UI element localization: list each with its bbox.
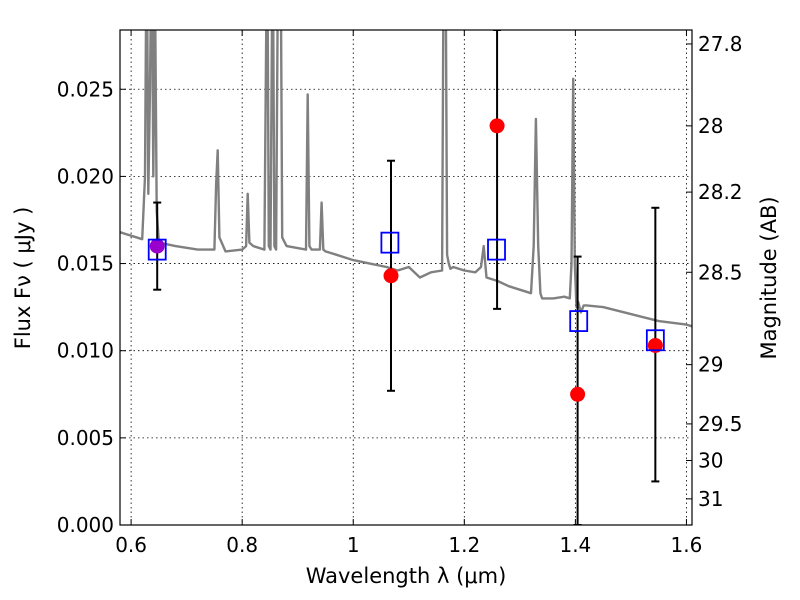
axis-ticks: [120, 30, 692, 526]
right-tick-label: 28.5: [698, 260, 743, 284]
spectrum-line: [120, 30, 692, 328]
x-tick-label: 1.4: [559, 533, 591, 557]
right-tick-label: 28.2: [698, 180, 743, 204]
x-tick-label: 0.6: [115, 533, 147, 557]
axis-tick-labels: 0.6 0.8 1 1.2 1.4 1.6 0.000 0.005 0.010 0.015 0.02…: [57, 32, 743, 557]
x-tick-label: 1: [347, 533, 360, 557]
right-tick-label: 28: [698, 114, 723, 138]
y-tick-label: 0.020: [57, 164, 114, 188]
y-tick-label: 0.005: [57, 426, 114, 450]
observed-point: [647, 337, 663, 353]
data-points: [147, 118, 665, 402]
y-tick-label: 0.015: [57, 252, 114, 276]
plot-frame: [119, 29, 693, 526]
observed-point: [383, 268, 399, 284]
x-axis-title: Wavelength λ (μm): [306, 564, 507, 588]
observed-point: [149, 238, 165, 254]
plot-area: [120, 30, 692, 525]
right-tick-label: 27.8: [698, 32, 743, 56]
x-tick-label: 1.6: [671, 533, 703, 557]
x-tick-label: 1.2: [448, 533, 480, 557]
observed-point: [570, 386, 586, 402]
model-photometry-point: [380, 231, 400, 254]
right-tick-label: 30: [698, 449, 723, 473]
x-tick-label: 0.8: [226, 533, 258, 557]
observed-point: [489, 118, 505, 134]
y-tick-label: 0.010: [57, 339, 114, 363]
y-axis-title: Flux Fν ( μJy ): [11, 207, 35, 350]
y-tick-label: 0.000: [57, 513, 114, 537]
model-photometry-point: [487, 238, 506, 261]
model-photometry-point: [569, 310, 589, 332]
right-tick-label: 29: [698, 353, 723, 377]
model-photometry-point: [147, 238, 167, 261]
model-spectrum: [120, 30, 692, 328]
right-tick-label: 29.5: [698, 412, 743, 436]
right-tick-label: 31: [698, 487, 723, 511]
y-tick-label: 0.025: [57, 77, 114, 101]
y-right-axis-title: Magnitude (AB): [757, 196, 781, 359]
model-photometry-point: [645, 329, 665, 352]
